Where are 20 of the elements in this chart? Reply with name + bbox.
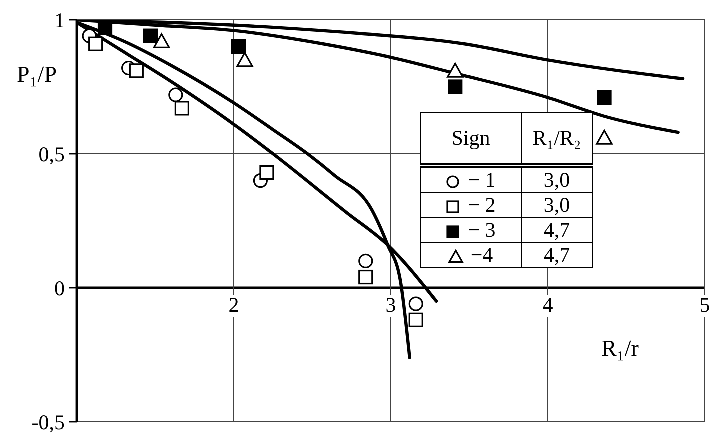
y-tick-label: 1 [54,8,65,32]
annotation: 3,0 [544,193,570,217]
legend-label: −4 [470,243,494,267]
x-tick-label: 4 [542,293,554,317]
annotation: 4,7 [544,243,570,267]
annotation: R₁/R₂ [532,126,582,150]
x-tick-label: 3 [386,293,396,317]
x-axis-title: R₁/r [602,336,640,361]
legend-title: Sign [452,126,490,150]
y-tick-label: 0 [54,276,65,300]
legend-label: − 1 [468,168,496,192]
legend-label: − 2 [468,193,496,217]
annotation: 4,7 [544,218,570,242]
legend-label: − 3 [468,218,496,242]
y-axis-title: P₁/P [17,62,57,87]
y-tick-label: -0,5 [32,410,65,434]
y-tick-label: 0,5 [38,142,65,166]
annotation: 3,0 [544,168,570,192]
x-tick-label: 2 [228,293,240,317]
x-tick-label: 5 [700,293,710,317]
